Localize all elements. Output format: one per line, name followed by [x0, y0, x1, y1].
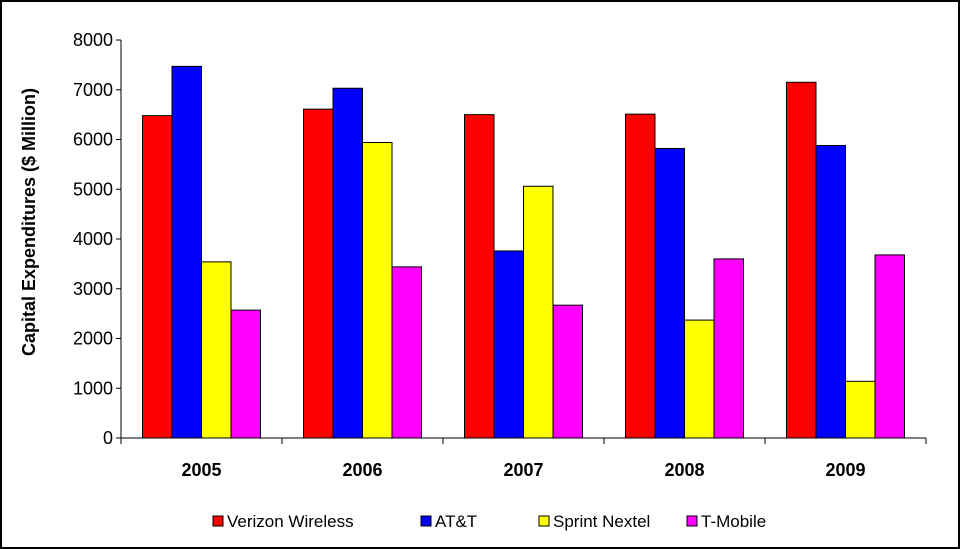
- y-axis-ticks: 0 1000 2000 3000 4000 5000 6000 7000 8000: [73, 30, 121, 448]
- legend-label: Verizon Wireless: [227, 512, 354, 531]
- legend-swatch: [686, 515, 698, 527]
- bar: [786, 81, 817, 439]
- legend-label: Sprint Nextel: [553, 512, 650, 531]
- bar: [142, 115, 173, 439]
- y-tick-label: 3000: [73, 279, 113, 299]
- y-tick-label: 7000: [73, 80, 113, 100]
- legend-label: AT&T: [435, 512, 477, 531]
- bar: [625, 113, 656, 439]
- bar: [171, 65, 202, 439]
- legend-swatch: [538, 515, 550, 527]
- x-tick-label: 2006: [342, 460, 382, 480]
- x-tick-label: 2008: [664, 460, 704, 480]
- legend-swatch: [212, 515, 224, 527]
- bar: [493, 250, 524, 439]
- bar: [523, 185, 554, 439]
- legend-swatch: [420, 515, 432, 527]
- y-axis-label: Capital Expenditures ($ Million): [19, 88, 39, 356]
- bar: [391, 266, 422, 439]
- x-tick-label: 2007: [503, 460, 543, 480]
- bar: [332, 87, 363, 439]
- bar: [713, 258, 744, 439]
- bar: [552, 304, 583, 439]
- axes: [120, 40, 927, 444]
- x-axis-categories: 2005 2006 2007 2008 2009: [181, 460, 865, 480]
- y-tick-label: 4000: [73, 229, 113, 249]
- y-tick-label: 5000: [73, 179, 113, 199]
- bar: [362, 141, 393, 439]
- x-tick-label: 2005: [181, 460, 221, 480]
- bar: [684, 319, 715, 439]
- y-tick-label: 2000: [73, 329, 113, 349]
- bar: [654, 147, 685, 439]
- bar: [874, 254, 905, 439]
- y-tick-label: 1000: [73, 378, 113, 398]
- y-tick-label: 0: [103, 428, 113, 448]
- legend: Verizon Wireless AT&T Sprint Nextel T-Mobil…: [212, 512, 766, 531]
- bar: [303, 108, 334, 439]
- legend-label: T-Mobile: [701, 512, 766, 531]
- bar: [815, 144, 846, 439]
- bar: [464, 114, 495, 439]
- y-tick-label: 6000: [73, 130, 113, 150]
- bars: [142, 65, 905, 439]
- x-tick-label: 2009: [825, 460, 865, 480]
- y-tick-label: 8000: [73, 30, 113, 50]
- bar: [845, 380, 876, 439]
- bar: [201, 261, 232, 439]
- bar: [230, 309, 261, 439]
